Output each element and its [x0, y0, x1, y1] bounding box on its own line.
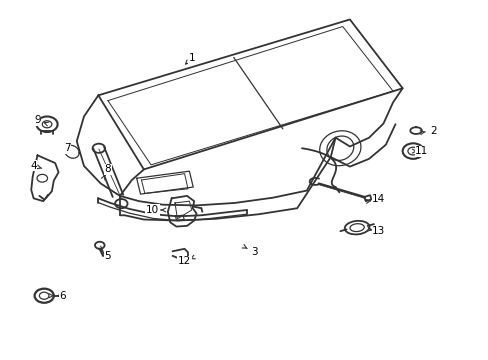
- Text: 13: 13: [371, 226, 385, 236]
- Text: 5: 5: [104, 251, 111, 261]
- Text: 1: 1: [188, 53, 195, 63]
- Text: 4: 4: [30, 161, 37, 171]
- Text: 9: 9: [34, 115, 41, 125]
- Text: 2: 2: [429, 126, 436, 136]
- Text: 10: 10: [145, 205, 159, 215]
- Text: 14: 14: [371, 194, 385, 204]
- Text: 11: 11: [414, 146, 427, 156]
- Text: 8: 8: [104, 165, 111, 174]
- Text: 6: 6: [59, 291, 65, 301]
- Text: 7: 7: [64, 143, 70, 153]
- Text: 3: 3: [250, 247, 257, 257]
- Text: 12: 12: [178, 256, 191, 266]
